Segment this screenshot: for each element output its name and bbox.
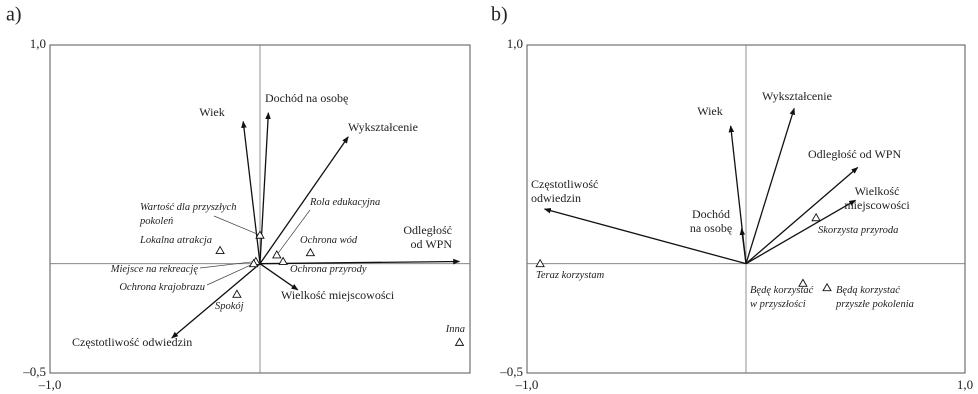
vector-arrow [739, 227, 747, 264]
point-label-line: Teraz korzystam [536, 270, 605, 281]
vector-label-line: Odległość [403, 223, 452, 237]
vector-label: Częstotliwość odwiedzin [72, 335, 192, 349]
vector-arrow [171, 263, 261, 339]
vector-arrow [259, 263, 299, 291]
vector-label: Częstotliwość odwiedzin [531, 177, 598, 205]
vector-label: Wykształcenie [348, 120, 418, 134]
vector-arrow [543, 207, 747, 265]
vector-label: Wielkość miejscowości [844, 184, 910, 212]
y-tick-label: –0,5 [22, 364, 46, 379]
point-triangle [305, 247, 316, 257]
panel-label: b) [491, 4, 508, 26]
point-label: Będę korzystać w przyszłości [750, 285, 814, 310]
point-triangle [798, 278, 808, 287]
vector-label: Wielkość miejscowości [281, 288, 395, 302]
point-label: Spokój [215, 301, 244, 312]
point-triangle [535, 258, 545, 268]
point-label: Rola edukacyjna [309, 197, 380, 208]
y-tick-label: 1,0 [507, 36, 523, 51]
point-label: Wartość dla przyszłych pokoleń [139, 202, 236, 227]
x-tick-label: 1,0 [957, 377, 973, 392]
x-tick-label: –1,0 [515, 377, 539, 392]
vector-label-line: miejscowości [844, 198, 910, 212]
point-label-line: Ochrona krajobrazu [119, 282, 205, 293]
point-label-line: Rola edukacyjna [309, 197, 380, 208]
point-label-line: Inna [445, 324, 465, 335]
point-label: Teraz korzystam [536, 270, 605, 281]
point-label: Skorzysta przyroda [818, 225, 898, 236]
vector-label: Wiek [697, 104, 723, 118]
vector-arrow [259, 112, 271, 264]
vector-label-line: Dochód [692, 207, 730, 221]
vector-arrow [745, 199, 857, 265]
vector-label: Odległość od WPN [808, 147, 901, 161]
vector-label-line: Wielkość [855, 184, 900, 198]
point-triangle [811, 212, 821, 222]
point-label: Ochrona wód [300, 235, 358, 246]
y-tick-label: 1,0 [30, 36, 46, 51]
point-label-line: Będę korzystać [750, 285, 814, 296]
point-label: Inna [445, 324, 465, 335]
point-label: Lokalna atrakcja [139, 235, 212, 246]
point-label-line: Skorzysta przyroda [818, 225, 898, 236]
y-tick-label: –0,5 [499, 364, 523, 379]
vector-label-line: Częstotliwość odwiedzin [72, 335, 192, 349]
point-triangle [232, 289, 242, 298]
leader-line [276, 209, 311, 256]
vector-label: Odległość od WPN [403, 223, 452, 251]
point-label-line: Ochrona wód [300, 235, 358, 246]
vector-label-line: Częstotliwość [531, 177, 598, 191]
vector-label: Wykształcenie [762, 89, 832, 103]
point-triangle [255, 230, 265, 239]
point-label-line: w przyszłości [750, 299, 806, 310]
vector-label-line: odwiedzin [531, 191, 581, 205]
point-label: Ochrona przyrody [290, 264, 367, 275]
point-triangle [454, 337, 465, 346]
point-label-line: Spokój [215, 301, 244, 312]
vector-label-line: Wykształcenie [762, 89, 832, 103]
vector-arrow [259, 136, 349, 265]
vector-label: Dochód na osobę [265, 91, 348, 105]
point-label-line: Lokalna atrakcja [139, 235, 212, 246]
point-triangle [278, 256, 288, 265]
vector-label-line: Dochód na osobę [265, 91, 348, 105]
point-triangle [248, 258, 259, 268]
point-triangle [822, 282, 832, 292]
point-label: Będą korzystać przyszłe pokolenia [835, 285, 914, 310]
vector-arrow [259, 258, 461, 265]
vector-label: Dochód na osobę [690, 207, 732, 235]
vector-label-line: Odległość od WPN [808, 147, 901, 161]
vector-arrow [745, 107, 795, 264]
leader-line [213, 215, 261, 236]
point-label-line: pokoleń [139, 216, 173, 227]
point-label-line: Będą korzystać [836, 285, 900, 296]
vector-label-line: na osobę [690, 221, 732, 235]
point-label-line: Miejsce na rekreację [110, 264, 199, 275]
vector-label-line: Wykształcenie [348, 120, 418, 134]
leader-line [199, 261, 256, 269]
point-label: Miejsce na rekreację [110, 264, 199, 275]
panel-label: a) [6, 4, 22, 26]
vector-label: Wiek [199, 105, 225, 119]
vector-label-line: Wiek [697, 104, 723, 118]
point-label-line: Wartość dla przyszłych [140, 202, 236, 213]
vector-label-line: Wiek [199, 105, 225, 119]
x-tick-label: –1,0 [38, 377, 62, 392]
leader-line [206, 263, 254, 286]
point-label-line: przyszłe pokolenia [835, 299, 914, 310]
point-triangle [272, 250, 282, 259]
vector-arrow [241, 120, 261, 264]
point-triangle [215, 245, 225, 254]
vector-label-line: od WPN [411, 237, 453, 251]
vector-label-line: Wielkość miejscowości [281, 288, 395, 302]
vector-arrow [745, 166, 859, 265]
point-label-line: Ochrona przyrody [290, 264, 367, 275]
point-label: Ochrona krajobrazu [119, 282, 205, 293]
